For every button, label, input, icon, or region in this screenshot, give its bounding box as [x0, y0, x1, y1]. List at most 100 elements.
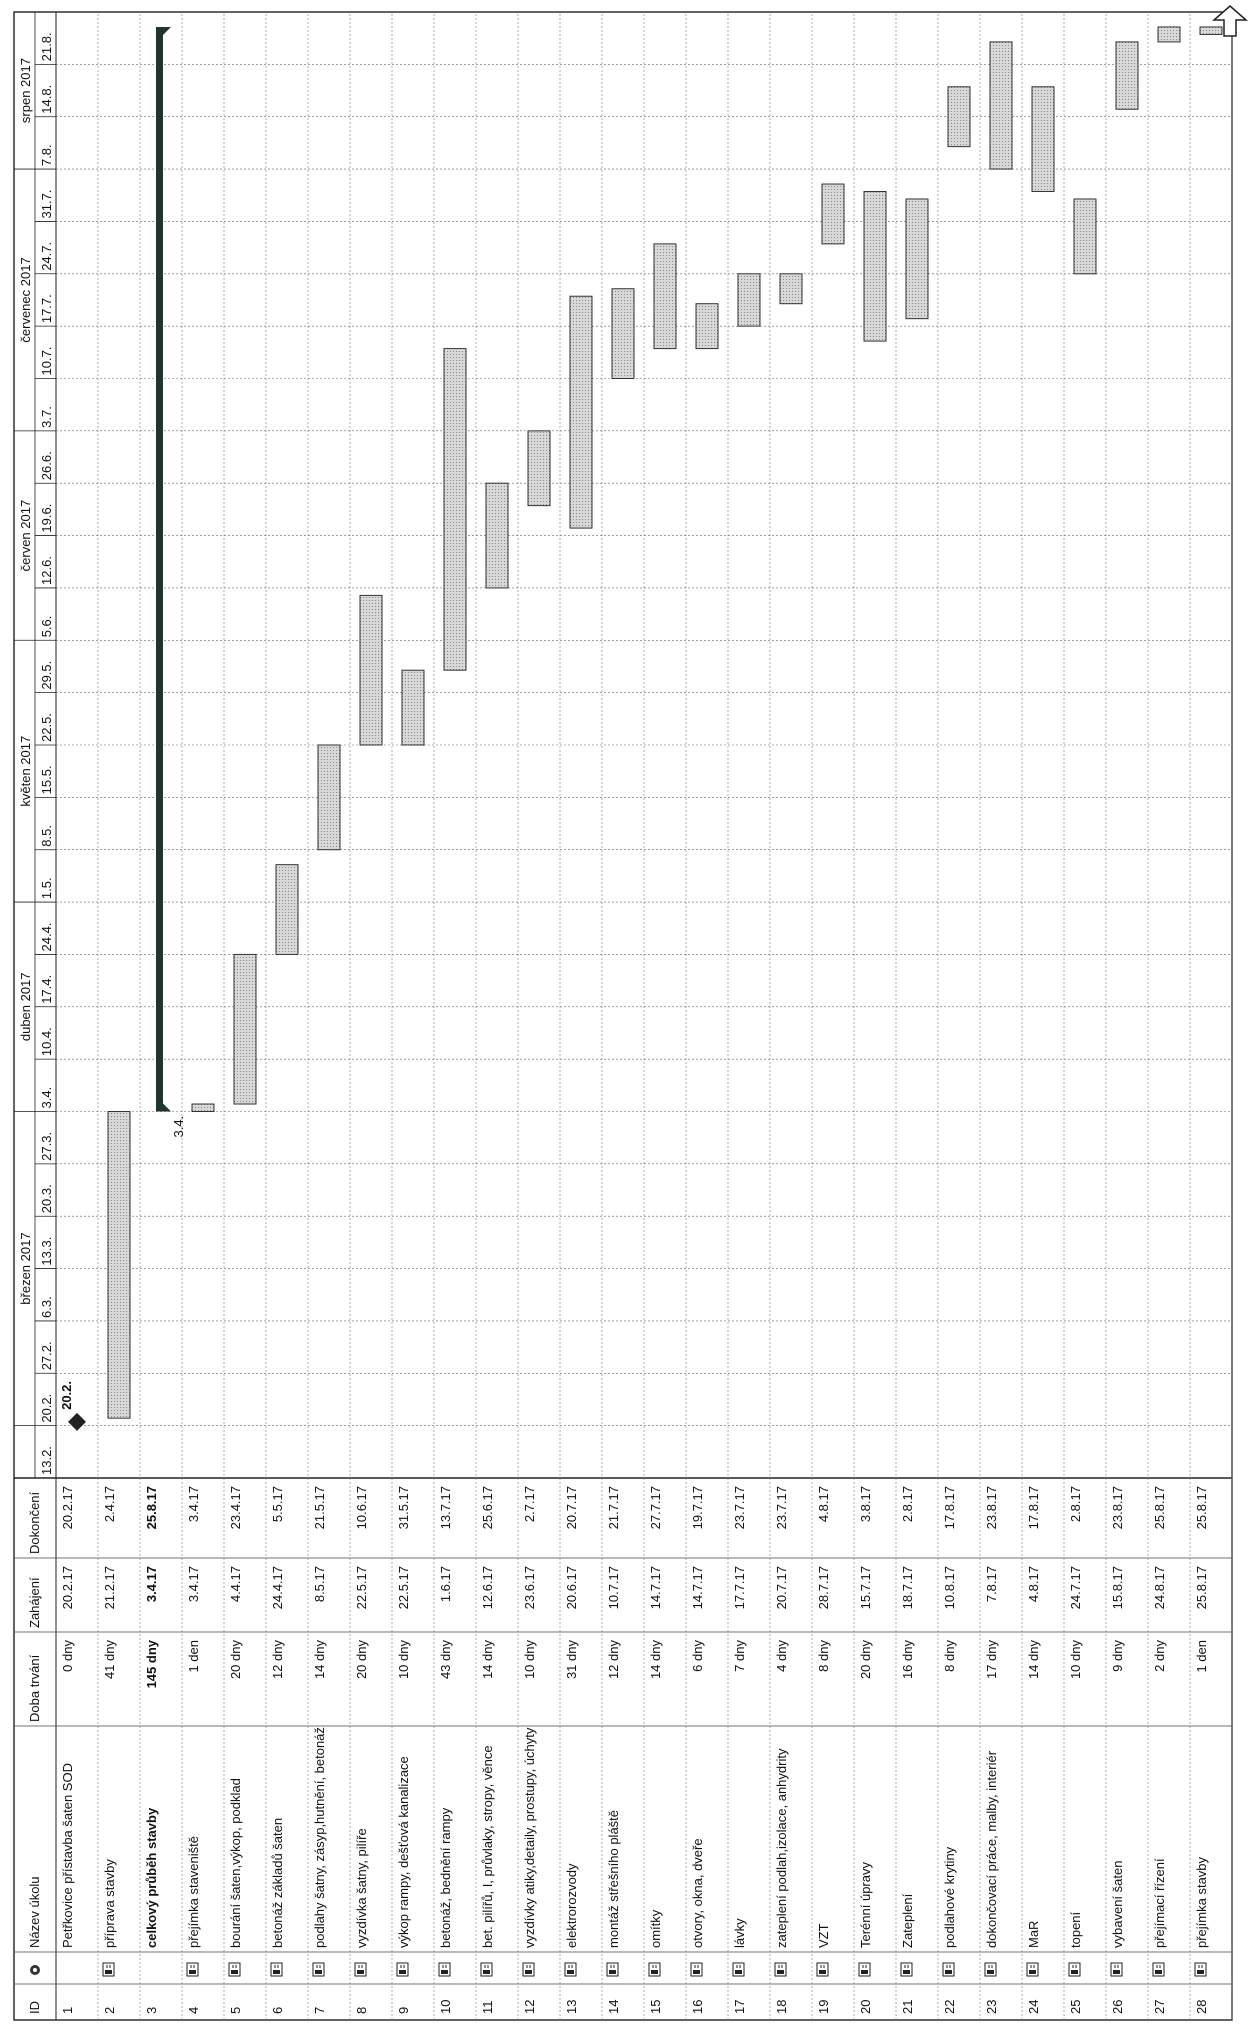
week-tick-label: 29.5.	[39, 661, 54, 690]
task-name: dokončovací práce, malby, interiér	[984, 1750, 999, 1948]
week-tick-label: 20.2.	[39, 1394, 54, 1423]
task-start: 24.8.17	[1152, 1566, 1167, 1609]
task-start: 4.8.17	[1026, 1566, 1041, 1602]
timeline-grid	[56, 64, 1232, 1426]
task-duration: 6 dny	[690, 1640, 705, 1672]
task-start: 23.6.17	[522, 1566, 537, 1609]
week-tick-label: 17.7.	[39, 294, 54, 323]
task-bar	[653, 243, 677, 350]
task-id: 12	[522, 2000, 537, 2014]
task-start: 20.6.17	[564, 1566, 579, 1609]
task-name: přejímka staveniště	[186, 1836, 201, 1948]
week-tick-label: 3.7.	[39, 406, 54, 428]
task-finish: 17.8.17	[1026, 1486, 1041, 1529]
task-finish: 2.7.17	[522, 1486, 537, 1522]
task-finish: 2.8.17	[1068, 1486, 1083, 1522]
task-name: Zateplení	[900, 1893, 915, 1948]
task-name: lávky	[732, 1918, 747, 1948]
task-bar	[947, 86, 971, 148]
note-icon	[1110, 1962, 1123, 1977]
task-name: montáž střešního pláště	[606, 1810, 621, 1948]
task-duration: 14 dny	[312, 1640, 327, 1680]
task-id: 22	[942, 2000, 957, 2014]
task-bar	[401, 669, 425, 746]
task-bar	[695, 303, 719, 350]
task-bar	[863, 191, 887, 342]
task-id: 5	[228, 2007, 243, 2014]
task-id: 13	[564, 2000, 579, 2014]
task-name: výkop rampy, dešťová kanalizace	[396, 1756, 411, 1948]
task-id: 27	[1152, 2000, 1167, 2014]
note-icon	[1152, 1962, 1165, 1977]
task-duration: 10 dny	[396, 1640, 411, 1680]
week-tick-label: 22.5.	[39, 713, 54, 742]
note-icon	[774, 1962, 787, 1977]
week-tick-label: 17.4.	[39, 975, 54, 1004]
task-bar	[1157, 26, 1181, 43]
week-tick-label: 19.6.	[39, 504, 54, 533]
task-start: 10.8.17	[942, 1566, 957, 1609]
task-finish: 20.2.17	[60, 1486, 75, 1529]
summary-label: 3.4.	[171, 1116, 186, 1138]
task-id: 1	[60, 2007, 75, 2014]
task-bar	[611, 288, 635, 379]
note-icon	[480, 1962, 493, 1977]
task-start: 1.6.17	[438, 1566, 453, 1602]
task-bar	[107, 1111, 131, 1419]
task-start: 12.6.17	[480, 1566, 495, 1609]
task-id: 11	[480, 2001, 495, 2015]
note-icon	[396, 1962, 409, 1977]
timeline-header: 13.2. 20.2. 27.2. 6.3. 13.3. 20.3. 27.3. 3.4. 10…	[14, 12, 56, 1479]
task-name: Terénní úpravy	[858, 1862, 873, 1948]
task-bar	[779, 273, 803, 305]
task-id: 26	[1110, 2000, 1125, 2014]
task-id: 2	[102, 2007, 117, 2014]
note-icon	[312, 1962, 325, 1977]
task-id: 14	[606, 2000, 621, 2014]
task-bar	[317, 744, 341, 851]
task-duration: 31 dny	[564, 1640, 579, 1680]
week-tick-label: 27.2.	[39, 1341, 54, 1370]
note-icon	[1026, 1962, 1039, 1977]
note-icon	[900, 1962, 913, 1977]
task-finish: 3.8.17	[858, 1486, 873, 1522]
week-tick-label: 10.7.	[39, 347, 54, 376]
task-id: 8	[354, 2007, 369, 2014]
task-finish: 25.8.17	[1194, 1486, 1209, 1529]
task-duration: 9 dny	[1110, 1640, 1125, 1672]
milestone-diamond	[68, 1412, 86, 1431]
task-duration: 1 den	[186, 1640, 201, 1673]
task-name: VZT	[816, 1923, 831, 1948]
col-header-start: Zahájení	[27, 1577, 42, 1628]
gantt-bars: 20.2. 3.4.	[59, 26, 1223, 1431]
task-name: přejímka stavby	[1194, 1856, 1209, 1948]
task-name: přejímací řízení	[1152, 1858, 1167, 1948]
note-icon	[606, 1962, 619, 1977]
note-icon	[102, 1962, 115, 1977]
note-icon	[690, 1962, 703, 1977]
task-finish: 23.4.17	[228, 1486, 243, 1529]
task-bar	[1199, 26, 1223, 35]
task-duration: 20 dny	[228, 1640, 243, 1680]
info-column-icon	[30, 1965, 40, 1975]
task-duration: 2 dny	[1152, 1640, 1167, 1672]
task-bar	[821, 183, 845, 245]
task-start: 28.7.17	[816, 1566, 831, 1609]
task-finish: 23.8.17	[1110, 1486, 1125, 1529]
task-start: 10.7.17	[606, 1566, 621, 1609]
task-duration: 20 dny	[858, 1640, 873, 1680]
task-finish: 19.7.17	[690, 1486, 705, 1529]
note-icon	[732, 1962, 745, 1977]
task-finish: 17.8.17	[942, 1486, 957, 1529]
week-tick-label: 26.6.	[39, 451, 54, 480]
week-tick-label: 1.5.	[39, 877, 54, 899]
month-label: červen 2017	[18, 500, 33, 572]
task-duration: 43 dny	[438, 1640, 453, 1680]
scroll-arrow-icon	[1212, 5, 1248, 37]
task-name: vyzdívky atiky,detaily, prostupy, úchyty	[522, 1727, 537, 1948]
task-bar	[905, 198, 929, 320]
task-name: bourání šaten,výkop, podklad	[228, 1778, 243, 1948]
task-name: betonáž, bednění rampy	[438, 1807, 453, 1948]
